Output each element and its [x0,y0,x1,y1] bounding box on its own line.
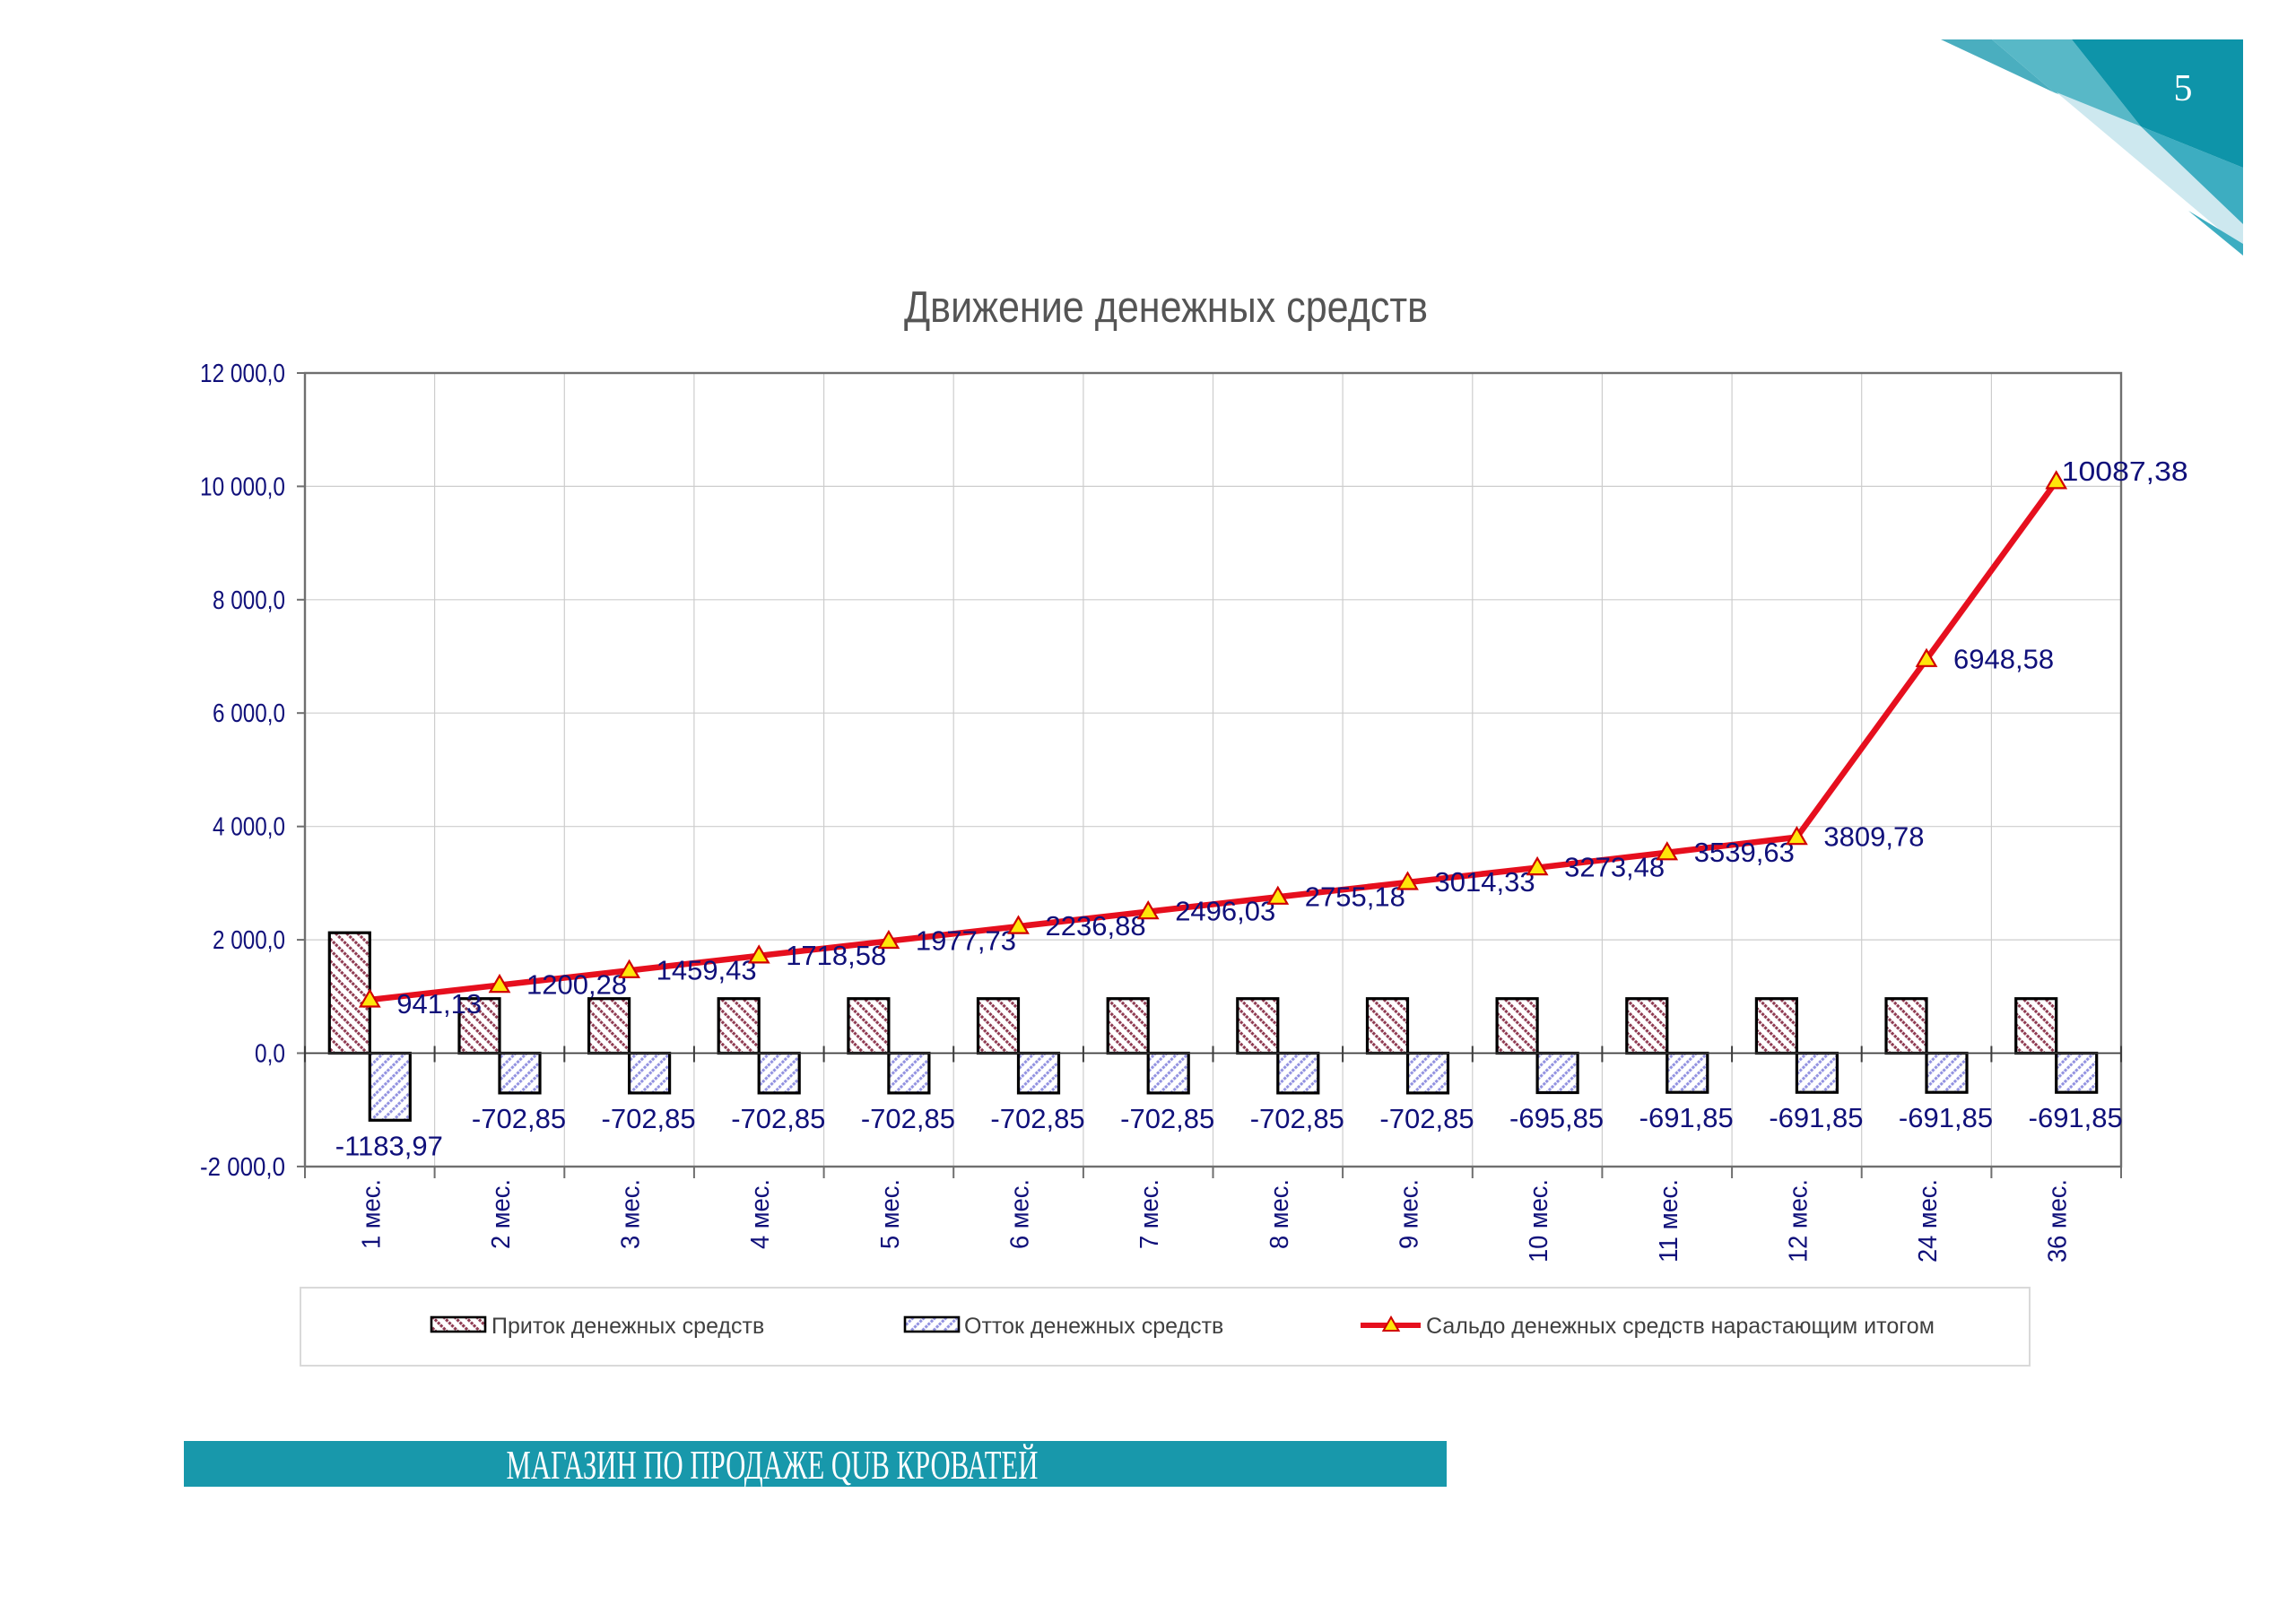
svg-text:3 мес.: 3 мес. [617,1179,646,1249]
svg-text:1459,43: 1459,43 [657,954,757,985]
svg-text:6 мес.: 6 мес. [1006,1179,1035,1249]
svg-text:-702,85: -702,85 [472,1103,566,1134]
svg-text:24 мес.: 24 мес. [1914,1179,1943,1263]
svg-text:2 мес.: 2 мес. [487,1179,516,1249]
svg-text:-702,85: -702,85 [731,1103,825,1134]
svg-text:5: 5 [2174,68,2193,109]
svg-text:12 мес.: 12 мес. [1784,1179,1813,1263]
svg-text:-702,85: -702,85 [1379,1103,1474,1134]
svg-text:-691,85: -691,85 [1899,1102,1993,1133]
svg-text:8 мес.: 8 мес. [1265,1179,1294,1249]
svg-text:Движение денежных средств: Движение денежных средств [904,283,1428,332]
svg-text:0,0: 0,0 [255,1040,285,1069]
svg-text:4 мес.: 4 мес. [746,1179,775,1249]
svg-text:6948,58: 6948,58 [1953,643,2054,674]
svg-text:1718,58: 1718,58 [786,940,886,971]
svg-text:12 000,0: 12 000,0 [200,360,285,388]
svg-text:11 мес.: 11 мес. [1655,1179,1683,1263]
svg-text:1200,28: 1200,28 [526,969,627,1001]
svg-text:36 мес.: 36 мес. [2044,1179,2073,1263]
svg-text:Отток денежных средств: Отток денежных средств [964,1314,1223,1339]
svg-text:-702,85: -702,85 [990,1103,1084,1134]
svg-text:10087,38: 10087,38 [2062,456,2188,487]
svg-text:-702,85: -702,85 [602,1103,696,1134]
svg-text:-2 000,0: -2 000,0 [200,1153,285,1182]
svg-text:МАГАЗИН ПО ПРОДАЖЕ QUB КРОВАТЕ: МАГАЗИН ПО ПРОДАЖЕ QUB КРОВАТЕЙ [507,1442,1039,1488]
svg-text:-695,85: -695,85 [1509,1103,1604,1134]
svg-text:Сальдо денежных средств нараст: Сальдо денежных средств нарастающим итог… [1426,1314,1935,1339]
svg-text:-691,85: -691,85 [1769,1102,1863,1133]
svg-text:2755,18: 2755,18 [1305,881,1405,912]
svg-text:3809,78: 3809,78 [1823,821,1924,853]
svg-text:10 000,0: 10 000,0 [200,473,285,501]
svg-text:-691,85: -691,85 [1639,1102,1734,1133]
svg-text:-691,85: -691,85 [2029,1102,2123,1133]
svg-text:941,13: 941,13 [396,988,482,1020]
svg-text:5 мес.: 5 мес. [876,1179,905,1249]
svg-text:-702,85: -702,85 [1250,1103,1344,1134]
svg-text:2 000,0: 2 000,0 [213,926,285,955]
svg-text:7 мес.: 7 мес. [1135,1179,1164,1249]
svg-text:1977,73: 1977,73 [916,925,1016,957]
svg-text:2236,88: 2236,88 [1046,910,1146,942]
svg-text:8 000,0: 8 000,0 [213,586,285,615]
svg-text:3539,63: 3539,63 [1694,837,1795,868]
svg-text:-702,85: -702,85 [861,1103,955,1134]
svg-text:4 000,0: 4 000,0 [213,813,285,842]
svg-text:9 мес.: 9 мес. [1396,1179,1424,1249]
svg-text:1 мес.: 1 мес. [357,1179,386,1249]
svg-text:Приток денежных средств: Приток денежных средств [491,1314,764,1339]
svg-text:-702,85: -702,85 [1120,1103,1214,1134]
svg-text:-1183,97: -1183,97 [335,1130,443,1161]
svg-text:2496,03: 2496,03 [1175,896,1275,927]
svg-text:3273,48: 3273,48 [1564,852,1665,883]
svg-text:6 000,0: 6 000,0 [213,699,285,728]
svg-text:10 мес.: 10 мес. [1525,1179,1553,1263]
svg-text:3014,33: 3014,33 [1435,866,1535,898]
